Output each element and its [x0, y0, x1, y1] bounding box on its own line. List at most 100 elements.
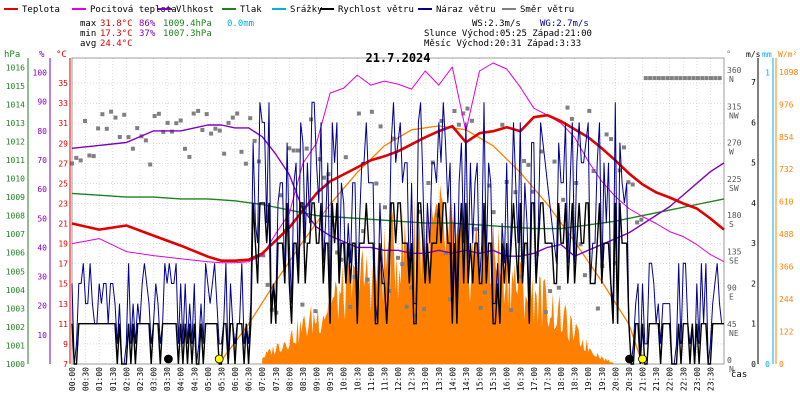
x-tick-label: 13:30: [435, 367, 444, 391]
wind-speed-line: [71, 202, 724, 365]
unit-pct: %: [39, 50, 45, 60]
wind-direction-point: [396, 255, 400, 260]
wind-direction-point: [509, 308, 513, 313]
x-tick-label: 13:00: [421, 367, 430, 391]
stat-max-label: max: [80, 19, 97, 29]
wind-direction-point: [243, 161, 248, 166]
x-tick-label: 15:30: [489, 367, 498, 391]
stat-max-hum: 86%: [139, 19, 156, 29]
wind-direction-point: [78, 158, 83, 163]
pressure-tick-label: 1003: [6, 304, 25, 313]
temperature-tick-label: 21: [58, 220, 68, 229]
temperature-tick-label: 15: [58, 280, 68, 289]
wind-direction-point: [548, 289, 553, 294]
x-tick-label: 04:00: [177, 367, 186, 391]
wind-direction-point: [187, 154, 192, 159]
wind-direction-point: [413, 313, 418, 318]
wind-dir-tick-label: 270: [727, 139, 742, 148]
legend-label-wind_gust: Náraz větru: [436, 5, 496, 15]
legend-label-humidity: Vlhkost: [176, 5, 214, 15]
temperature-tick-label: 19: [58, 240, 68, 249]
unit-ms: m/s: [746, 50, 761, 59]
x-tick-label: 10:00: [340, 367, 349, 391]
wind-direction-point: [435, 212, 440, 217]
temperature-tick-label: 31: [58, 119, 68, 128]
solar-tick-label: 122: [779, 328, 794, 337]
wind-gust-line: [71, 101, 724, 365]
humidity-tick-label: 50: [37, 214, 47, 223]
stat-min-hum: 37%: [139, 29, 156, 39]
unit-deg: °: [726, 50, 731, 60]
wind-dir-compass-label: N: [729, 365, 734, 374]
wind-direction-point: [313, 309, 318, 314]
pressure-tick-label: 1005: [6, 267, 25, 276]
x-tick-label: 05:30: [217, 367, 226, 391]
pressure-tick-label: 1000: [6, 360, 25, 369]
wind-direction-point: [156, 111, 161, 116]
wind-direction-point: [117, 135, 122, 139]
moonrise-marker: [625, 354, 634, 364]
wind-direction-point: [291, 148, 296, 153]
wind-dir-tick-label: 135: [727, 247, 742, 256]
wind-dir-compass-label: SW: [729, 184, 739, 193]
x-tick-label: 01:00: [95, 367, 104, 391]
wind-direction-point: [361, 229, 366, 234]
wind-direction-point: [609, 137, 613, 142]
x-tick-label: 05:00: [204, 367, 213, 391]
legend-label-feels_like: Pocitová teplota: [90, 5, 177, 15]
pressure-tick-label: 1013: [6, 119, 25, 128]
wind-direction-point: [265, 282, 270, 287]
wind-direction-point: [604, 132, 609, 137]
temperature-tick-label: 35: [58, 79, 68, 88]
wind-direction-point: [552, 159, 557, 164]
wind-direction-point: [522, 159, 527, 163]
solar-tick-label: 976: [779, 100, 794, 109]
x-tick-label: 16:00: [503, 367, 512, 391]
wind-direction-point: [526, 162, 531, 167]
humidity-tick-label: 80: [37, 127, 47, 136]
wind-direction-point: [704, 76, 709, 81]
x-tick-label: 12:00: [394, 367, 403, 391]
wind-direction-point: [304, 146, 309, 151]
wind-direction-point: [404, 304, 409, 309]
wind-direction-point: [409, 285, 413, 290]
wind-direction-point: [500, 122, 505, 127]
wind-direction-point: [422, 307, 427, 312]
wind-direction-point: [230, 115, 235, 120]
wind-dir-compass-label: W: [729, 148, 734, 157]
x-tick-label: 15:00: [476, 367, 485, 391]
x-tick-label: 04:30: [190, 367, 199, 391]
wind-direction-point: [569, 116, 574, 121]
humidity-tick-label: 20: [37, 302, 47, 311]
unit-time: čas: [731, 369, 747, 380]
stat-min-temp: 17.3°C: [100, 29, 133, 39]
humidity-tick-label: 30: [37, 273, 47, 282]
temperature-tick-label: 25: [58, 179, 68, 188]
wind-direction-point: [330, 222, 335, 227]
wind-direction-point: [565, 105, 570, 110]
wind-direction-point: [448, 297, 453, 302]
wind-direction-point: [665, 76, 670, 81]
solar-tick-label: 854: [779, 133, 794, 142]
temperature-tick-label: 23: [58, 199, 68, 208]
wind-direction-point: [678, 76, 683, 81]
wind-direction-point: [191, 111, 196, 116]
solar-radiation-area: [262, 184, 616, 364]
pressure-tick-label: 1014: [6, 100, 25, 109]
stat-min-press: 1007.3hPa: [163, 29, 212, 39]
wind-direction-point: [130, 146, 135, 151]
wind-direction-point: [582, 273, 587, 278]
stat-moon: Měsíc Východ:20:31 Západ:3:33: [424, 39, 581, 49]
wind-ms-tick-label: 5: [751, 159, 756, 168]
humidity-tick-label: 40: [37, 243, 47, 252]
wind-direction-point: [391, 136, 396, 141]
x-tick-label: 07:30: [272, 367, 281, 391]
wind-direction-point: [365, 277, 370, 282]
wind-direction-point: [309, 117, 314, 122]
solar-tick-label: 0: [779, 360, 784, 369]
wind-direction-point: [478, 305, 483, 310]
wind-direction-point: [287, 146, 292, 151]
wind-direction-point: [217, 128, 222, 133]
wind-direction-point: [322, 175, 327, 180]
